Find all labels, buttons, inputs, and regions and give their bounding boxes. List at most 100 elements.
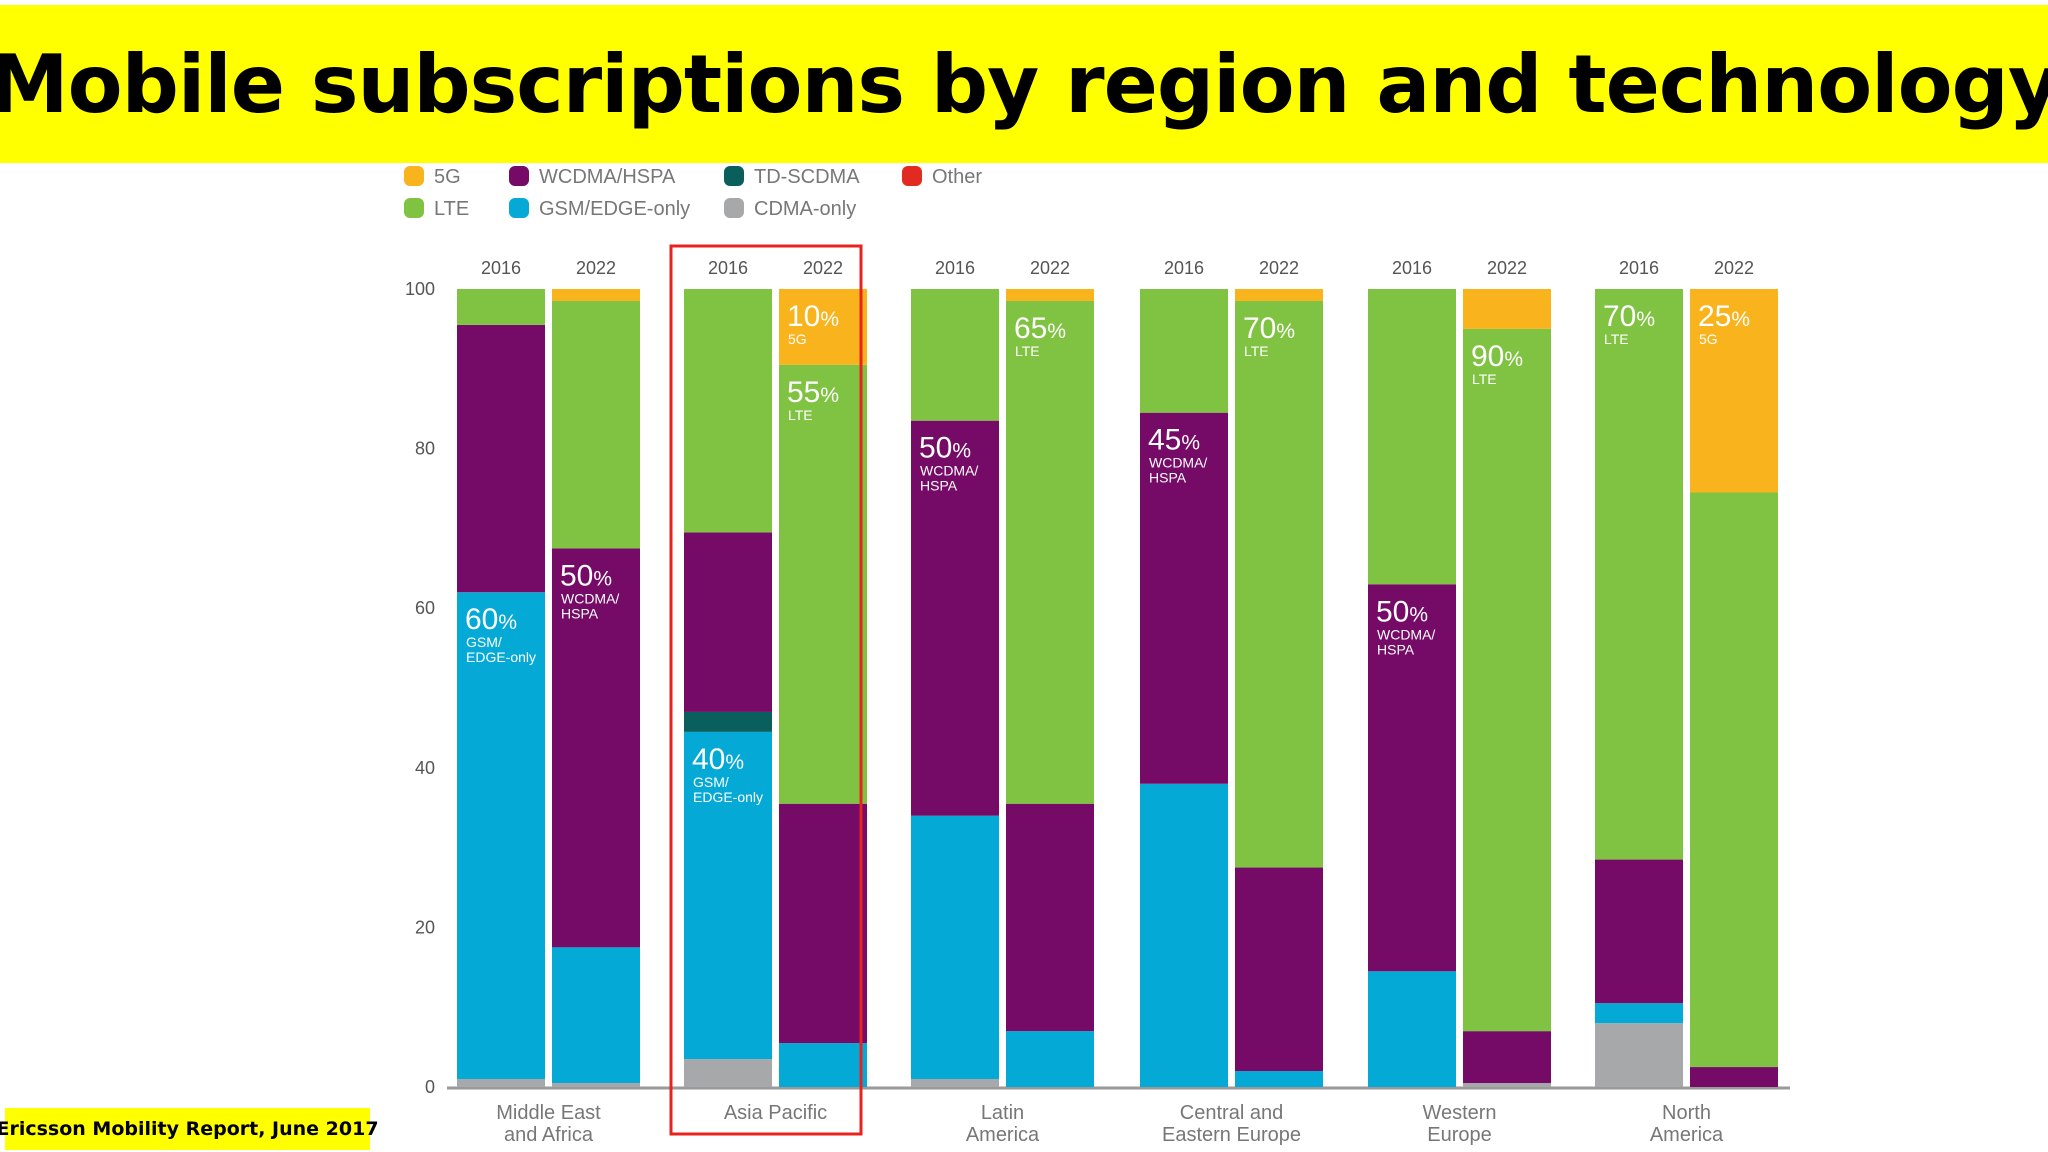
segment-lte <box>1595 289 1683 860</box>
bars <box>457 289 1778 1087</box>
annotation-5g-value: 25% <box>1698 300 1750 333</box>
segment-lte <box>552 300 640 549</box>
annotation-lte-label: LTE <box>1244 343 1269 359</box>
page-title: Mobile subscriptions by region and techn… <box>0 37 2048 131</box>
segment-cdma-only <box>1463 1083 1551 1087</box>
segment-gsm-edge-only <box>779 1043 867 1087</box>
annotation-lte-label: LTE <box>1015 343 1040 359</box>
year-label: 2016 <box>935 258 975 278</box>
title-banner: Mobile subscriptions by region and techn… <box>0 5 2048 163</box>
region-label-middle-east-and-africa: and Africa <box>504 1124 594 1146</box>
segment-5g <box>1006 289 1094 301</box>
segment-lte <box>1140 289 1228 413</box>
legend-swatch-lte <box>404 198 424 218</box>
year-label: 2016 <box>1164 258 1204 278</box>
year-label: 2016 <box>708 258 748 278</box>
annotation-wcdma-hspa-label: HSPA <box>1377 641 1415 657</box>
annotation-gsm-edge-only-label: GSM/ <box>466 634 502 650</box>
segment-gsm-edge-only <box>911 815 999 1080</box>
highlight-layer <box>669 244 863 1136</box>
year-label: 2022 <box>1487 258 1527 278</box>
legend-label-other: Other <box>932 166 982 188</box>
y-tick-label: 40 <box>415 758 435 778</box>
region-label-latin-america: America <box>966 1124 1040 1146</box>
segment-cdma-only <box>552 1083 640 1087</box>
segment-lte <box>779 364 867 804</box>
segment-cdma-only <box>457 1079 545 1087</box>
legend-swatch-gsm-edge-only <box>509 198 529 218</box>
annotation-wcdma-hspa-label: HSPA <box>920 478 958 494</box>
region-label-asia-pacific: Asia Pacific <box>724 1102 827 1124</box>
segment-wcdma-hspa <box>1006 803 1094 1032</box>
y-tick-label: 80 <box>415 439 435 459</box>
annotation-lte-value: 65% <box>1014 312 1066 345</box>
legend-label-gsm-edge-only: GSM/EDGE-only <box>539 198 690 220</box>
bar-latin-america-2022 <box>1006 289 1094 1087</box>
segment-gsm-edge-only <box>1595 1003 1683 1024</box>
bar-north-america-2022 <box>1690 289 1778 1087</box>
annotation-wcdma-hspa-label: HSPA <box>1149 470 1187 486</box>
y-tick-label: 0 <box>425 1077 435 1097</box>
bar-asia-pacific-2016 <box>684 289 772 1087</box>
y-tick-label: 20 <box>415 917 435 937</box>
annotation-gsm-edge-only-label: EDGE-only <box>466 649 536 665</box>
year-label: 2022 <box>1259 258 1299 278</box>
segment-wcdma-hspa <box>1368 584 1456 972</box>
bar-middle-east-and-africa-2022 <box>552 289 640 1087</box>
segment-wcdma-hspa <box>1235 867 1323 1072</box>
annotation-wcdma-hspa-label: WCDMA/ <box>920 463 978 479</box>
segment-gsm-edge-only <box>1368 971 1456 1087</box>
annotation-lte-value: 70% <box>1603 300 1655 333</box>
bar-north-america-2016 <box>1595 289 1683 1087</box>
region-label-north-america: America <box>1650 1124 1724 1146</box>
bar-annotations: 60%GSM/EDGE-only50%WCDMA/HSPA40%GSM/EDGE… <box>465 300 1750 805</box>
segment-lte <box>1235 300 1323 868</box>
y-tick-label: 100 <box>405 279 435 299</box>
segment-wcdma-hspa <box>1140 412 1228 784</box>
segment-gsm-edge-only <box>1235 1071 1323 1087</box>
annotation-wcdma-hspa-value: 45% <box>1148 424 1200 457</box>
segment-wcdma-hspa <box>911 420 999 816</box>
annotation-wcdma-hspa-value: 50% <box>919 432 971 465</box>
annotation-gsm-edge-only-value: 40% <box>692 743 744 776</box>
year-label: 2022 <box>803 258 843 278</box>
segment-lte <box>1463 328 1551 1032</box>
highlight-box-asia-pacific <box>669 244 863 1136</box>
segment-lte <box>684 289 772 533</box>
segment-td-scdma <box>684 711 772 732</box>
y-tick-label: 60 <box>415 598 435 618</box>
bar-asia-pacific-2022 <box>779 289 867 1087</box>
segment-lte <box>1368 289 1456 585</box>
legend-label-td-scdma: TD-SCDMA <box>754 166 860 188</box>
segment-wcdma-hspa <box>457 324 545 593</box>
segment-wcdma-hspa <box>1595 859 1683 1004</box>
annotation-lte-value: 55% <box>787 376 839 409</box>
region-label-central-and-eastern-europe: Central and <box>1180 1102 1283 1124</box>
year-label: 2022 <box>1714 258 1754 278</box>
bar-middle-east-and-africa-2016 <box>457 289 545 1087</box>
annotation-wcdma-hspa-value: 50% <box>560 559 612 592</box>
segment-wcdma-hspa <box>1690 1067 1778 1087</box>
bar-central-and-eastern-europe-2022 <box>1235 289 1323 1087</box>
legend-swatch-cdma-only <box>724 198 744 218</box>
annotation-wcdma-hspa-label: WCDMA/ <box>561 590 619 606</box>
source-note: Ericsson Mobility Report, June 2017 <box>0 1118 379 1140</box>
annotation-gsm-edge-only-label: GSM/ <box>693 774 729 790</box>
annotation-wcdma-hspa-label: WCDMA/ <box>1377 626 1435 642</box>
annotation-gsm-edge-only-label: EDGE-only <box>693 789 763 805</box>
bar-latin-america-2016 <box>911 289 999 1087</box>
region-label-middle-east-and-africa: Middle East <box>496 1102 601 1124</box>
segment-5g <box>1235 289 1323 301</box>
segment-gsm-edge-only <box>552 947 640 1084</box>
legend-swatch-td-scdma <box>724 166 744 186</box>
annotation-lte-label: LTE <box>1472 371 1497 387</box>
segment-gsm-edge-only <box>457 592 545 1080</box>
source-box: Ericsson Mobility Report, June 2017 <box>0 1108 379 1150</box>
bar-central-and-eastern-europe-2016 <box>1140 289 1228 1087</box>
year-label: 2022 <box>1030 258 1070 278</box>
legend: 5G WCDMA/HSPA TD-SCDMA Other LTE GSM/EDGE-onl… <box>404 166 982 220</box>
annotation-lte-label: LTE <box>788 407 813 423</box>
region-label-north-america: North <box>1662 1102 1711 1124</box>
year-label: 2022 <box>576 258 616 278</box>
